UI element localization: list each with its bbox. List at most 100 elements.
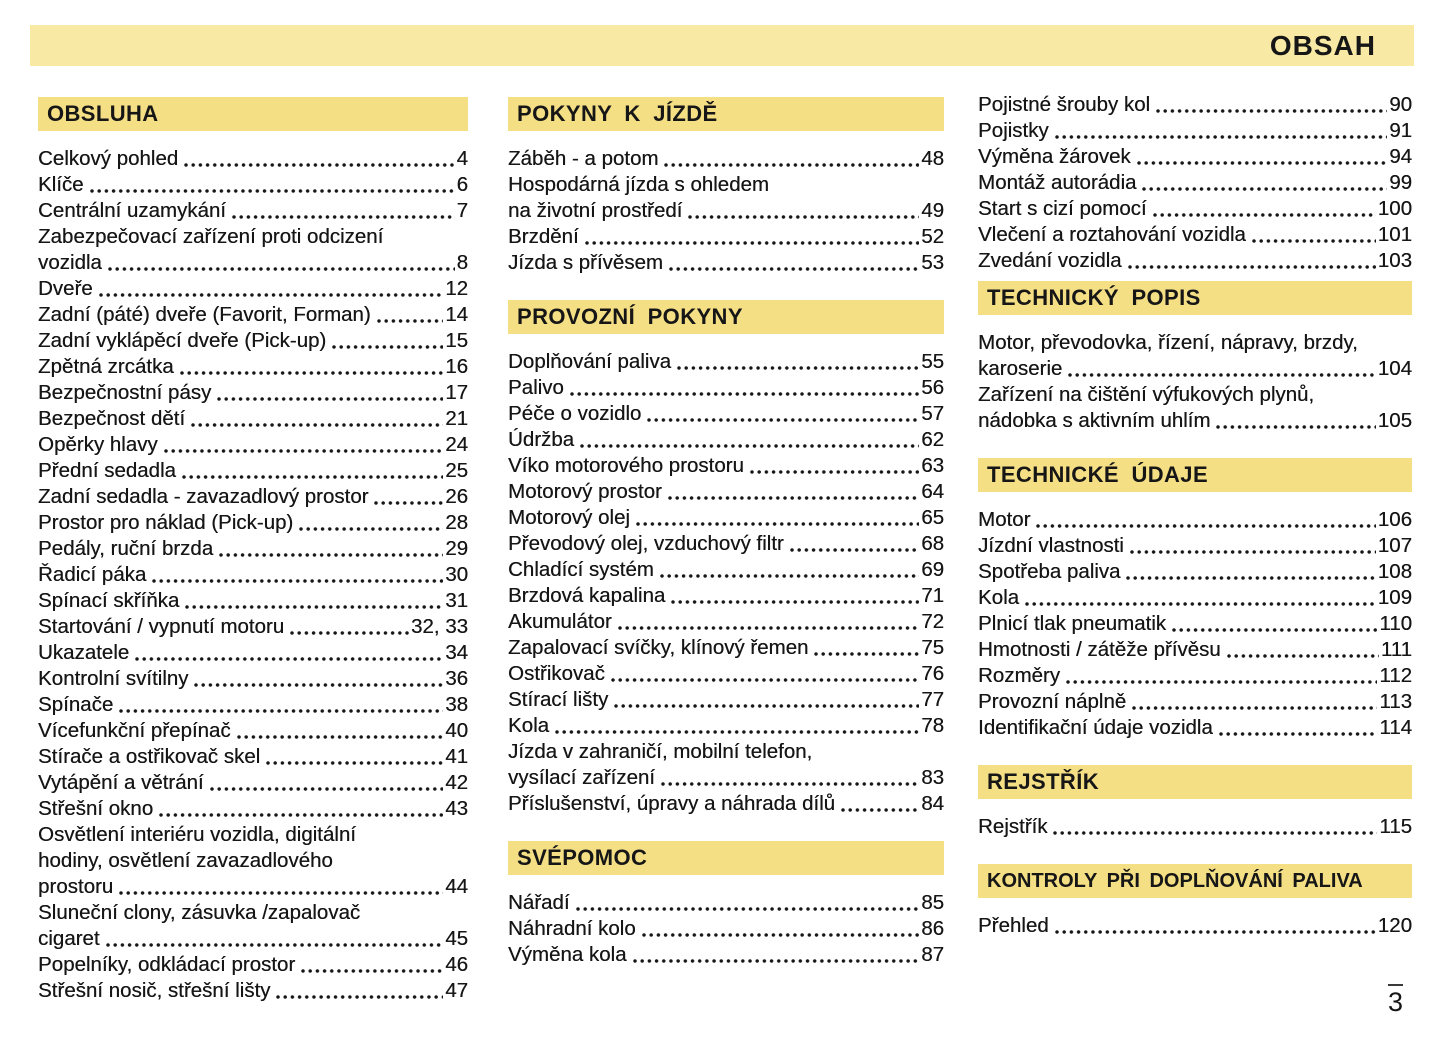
toc-entry-line: Převodový olej, vzduchový filtr 68 [508, 531, 944, 557]
leader-dots [1025, 601, 1376, 607]
leader-dots [749, 469, 920, 475]
toc-entry-label: Péče o vozidlo [508, 402, 642, 425]
toc-entry-label: Zvedání vozidla [978, 249, 1122, 272]
toc-entry-label: Bezpečnostní pásy [38, 381, 212, 404]
leader-dots [1136, 160, 1388, 166]
toc-entry-label: Klíče [38, 173, 84, 196]
toc-section: Pojistné šrouby kol 90 Pojistky 91 Výměna žá… [978, 92, 1412, 274]
toc-entry-page: 41 [445, 745, 468, 768]
section-header: KONTROLY PŘI DOPLŇOVÁNÍ PALIVA [978, 864, 1412, 898]
toc-entry-line: Kola 109 [978, 585, 1412, 611]
leader-dots [1068, 372, 1376, 378]
toc-entry-page: 94 [1389, 145, 1412, 168]
leader-dots [219, 552, 444, 558]
toc-entry-label: Start s cizí pomocí [978, 197, 1147, 220]
leader-dots [1152, 212, 1376, 218]
toc-entry-page: 24 [445, 433, 468, 456]
toc-column-1: OBSLUHA Celkový pohled 4 Klíče 6 Centrální uz… [38, 90, 468, 1004]
toc-entry-line: Ostřikovač 76 [508, 661, 944, 687]
toc-entry-label: Centrální uzamykání [38, 199, 227, 222]
toc-entry-page: 40 [445, 719, 468, 742]
toc-column-2: POKYNY K JÍZDĚ Záběh - a potom 48 Hospodárn… [508, 90, 944, 968]
toc-entry-page: 38 [445, 693, 468, 716]
toc-entry-line: Zařízení na čištění výfukových plynů, [978, 382, 1412, 408]
toc-entry-label: Prostor pro náklad (Pick-up) [38, 511, 294, 534]
toc-entry-label: Motor [978, 508, 1031, 531]
toc-entry-line: Přehled 120 [978, 913, 1412, 939]
toc-entry-page: 49 [921, 199, 944, 222]
toc-section: OBSLUHA Celkový pohled 4 Klíče 6 Centrální uz… [38, 97, 468, 1004]
toc-entry-line: Zvedání vozidla 103 [978, 248, 1412, 274]
toc-entry-line: Motorový prostor 64 [508, 479, 944, 505]
toc-entry-label: Ukazatele [38, 641, 130, 664]
toc-entry-page: 57 [921, 402, 944, 425]
toc-entry-page: 100 [1377, 197, 1412, 220]
toc-entry-line: Brzdění 52 [508, 224, 944, 250]
toc-entry-line: Jízdní vlastnosti 107 [978, 533, 1412, 559]
toc-entry-page: 62 [921, 428, 944, 451]
leader-dots [185, 604, 444, 610]
leader-dots [676, 365, 920, 371]
section-header: PROVOZNÍ POKYNY [508, 300, 944, 334]
leader-dots [98, 292, 444, 298]
toc-entry-line: hodiny, osvětlení zavazadlového [38, 848, 468, 874]
toc-entry-label: Palivo [508, 376, 564, 399]
toc-entry-label: Záběh - a potom [508, 147, 659, 170]
leader-dots [635, 521, 920, 527]
toc-entry-page: 7 [456, 199, 468, 222]
toc-entry-page: 46 [445, 953, 468, 976]
leader-dots [89, 188, 455, 194]
toc-entry-label: Vytápění a větrání [38, 771, 204, 794]
toc-entry-line: Vytápění a větrání 42 [38, 770, 468, 796]
leader-dots [1036, 523, 1376, 529]
leader-dots [217, 396, 444, 402]
toc-entry-page: 26 [445, 485, 468, 508]
toc-entry-line: Motorový olej 65 [508, 505, 944, 531]
section-header: TECHNICKÉ ÚDAJE [978, 458, 1412, 492]
toc-entry-page: 114 [1379, 716, 1412, 739]
toc-entry-label: Zapalovací svíčky, klínový řemen [508, 636, 809, 659]
toc-entry-label: Startování / vypnutí motoru [38, 615, 285, 638]
section-header: POKYNY K JÍZDĚ [508, 97, 944, 131]
toc-entry-page: 107 [1377, 534, 1412, 557]
toc-entry-label: Identifikační údaje vozidla [978, 716, 1213, 739]
toc-entry-label: Přední sedadla [38, 459, 176, 482]
toc-entry-label: Zpětná zrcátka [38, 355, 174, 378]
leader-dots [617, 625, 920, 631]
leader-dots [332, 344, 444, 350]
toc-entry-label: hodiny, osvětlení zavazadlového [38, 849, 333, 872]
leader-dots [290, 630, 409, 636]
leader-dots [668, 266, 920, 272]
toc-entry-line: Vícefunkční přepínač 40 [38, 718, 468, 744]
leader-dots [266, 760, 444, 766]
toc-entry-line: Přední sedadla 25 [38, 458, 468, 484]
toc-entry-line: Střešní nosič, střešní lišty 47 [38, 978, 468, 1004]
toc-entry-page: 106 [1377, 508, 1412, 531]
toc-entry-page: 87 [921, 943, 944, 966]
toc-entry-label: cigaret [38, 927, 100, 950]
toc-entry-page: 16 [445, 355, 468, 378]
toc-entry-page: 30 [445, 563, 468, 586]
toc-entry-page: 99 [1389, 171, 1412, 194]
toc-entry-page: 68 [921, 532, 944, 555]
leader-dots [610, 677, 920, 683]
page-banner: OBSAH [30, 25, 1414, 66]
toc-entry-page: 78 [921, 714, 944, 737]
toc-entry-label: Hospodárná jízda s ohledem [508, 173, 769, 196]
leader-dots [647, 417, 920, 423]
toc-entry-label: Kola [508, 714, 550, 737]
toc-entry-line: nádobka s aktivním uhlím 105 [978, 408, 1412, 434]
toc-entry-label: na životní prostředí [508, 199, 683, 222]
leader-dots [1054, 134, 1388, 140]
toc-entry-label: Brzdová kapalina [508, 584, 666, 607]
toc-entry-line: Stírače a ostřikovač skel 41 [38, 744, 468, 770]
leader-dots [671, 599, 920, 605]
toc-entry-page: 53 [921, 251, 944, 274]
leader-dots [301, 968, 444, 974]
toc-entry-label: Plnicí tlak pneumatik [978, 612, 1167, 635]
leader-dots [1066, 679, 1378, 685]
toc-column-3: Pojistné šrouby kol 90 Pojistky 91 Výměna žá… [978, 90, 1412, 939]
toc-entry-line: cigaret 45 [38, 926, 468, 952]
toc-entry-page: 21 [445, 407, 468, 430]
leader-dots [184, 162, 455, 168]
